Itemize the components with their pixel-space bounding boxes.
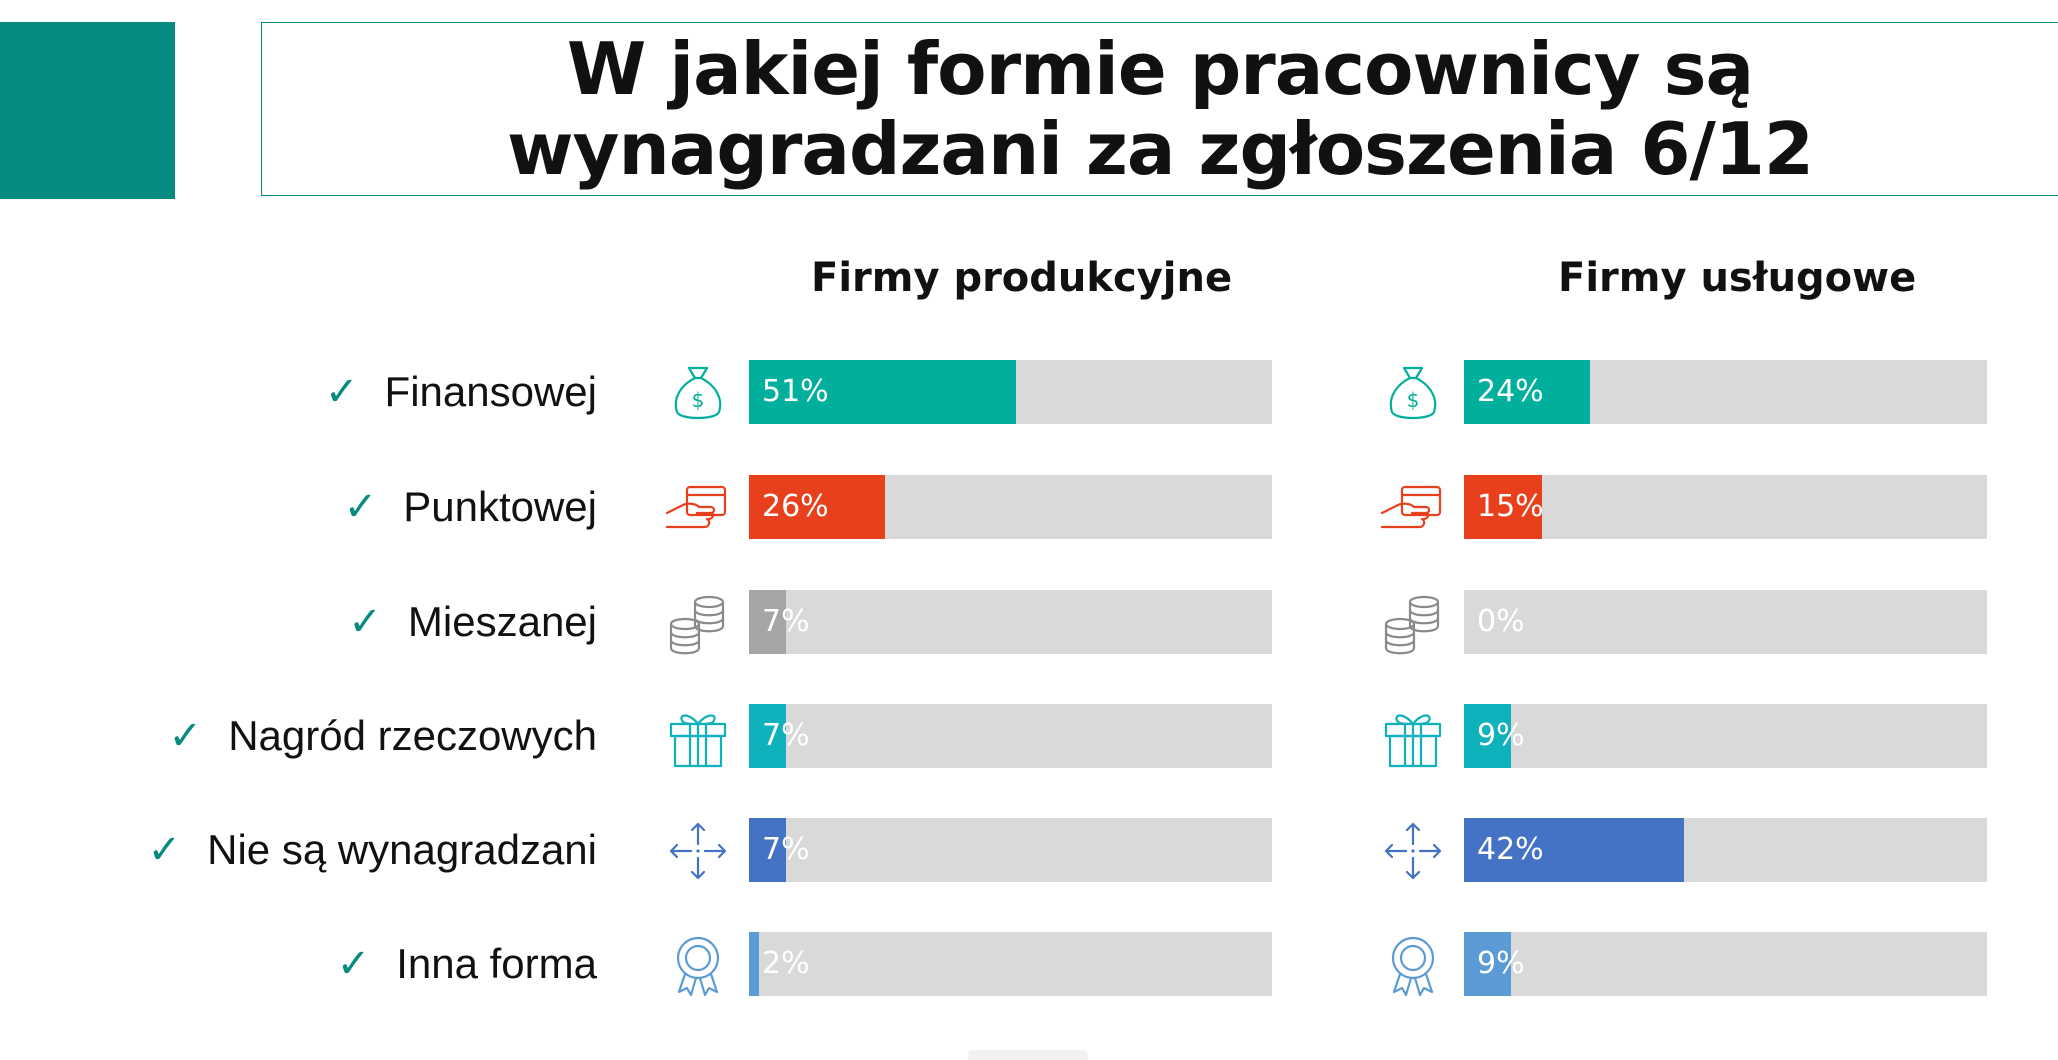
data-label: 15% <box>1477 489 1544 524</box>
data-label: 9% <box>1477 718 1525 753</box>
category-text: Punktowej <box>403 483 597 530</box>
bar-track: 26% <box>749 475 1272 539</box>
checkmark-icon: ✓ <box>325 369 359 415</box>
checkmark-icon: ✓ <box>147 827 182 873</box>
bar-track: 7% <box>749 818 1272 882</box>
checkmark-icon: ✓ <box>348 599 382 645</box>
arrows-icon <box>665 818 731 884</box>
bar-track: 42% <box>1464 818 1987 882</box>
bar <box>1464 932 1511 996</box>
award-ribbon-icon <box>1380 932 1446 998</box>
bar-track: 0% <box>1464 590 1987 654</box>
bar <box>749 475 885 539</box>
title-line-2: wynagradzani za zgłoszenia 6/12 <box>507 107 1814 191</box>
category-text: Nie są wynagradzani <box>207 826 597 873</box>
svg-text:$: $ <box>1407 388 1420 412</box>
bar-track: 15% <box>1464 475 1987 539</box>
data-label: 9% <box>1477 946 1525 981</box>
data-label: 24% <box>1477 374 1544 409</box>
card-in-hand-icon <box>665 475 731 541</box>
bar-track: 2% <box>749 932 1272 996</box>
checkmark-icon: ✓ <box>168 713 203 759</box>
data-label: 7% <box>762 604 810 639</box>
bar <box>749 932 759 996</box>
svg-text:$: $ <box>692 388 705 412</box>
category-label: ✓ Inna forma <box>337 932 597 996</box>
series-heading-1: Firmy usługowe <box>1558 255 1917 301</box>
bar <box>1464 475 1542 539</box>
money-bag-icon: $ <box>1380 360 1446 426</box>
card-in-hand-icon <box>1380 475 1446 541</box>
category-text: Inna forma <box>396 940 597 987</box>
title-line-1: W jakiej formie pracownicy są <box>566 27 1754 111</box>
bar <box>749 704 786 768</box>
coins-stack-icon <box>665 590 731 656</box>
category-text: Nagród rzeczowych <box>228 712 597 759</box>
bar-track: 51% <box>749 360 1272 424</box>
bar <box>749 360 1016 424</box>
category-label: ✓ Finansowej <box>325 360 597 424</box>
bar-track: 7% <box>749 590 1272 654</box>
data-label: 7% <box>762 718 810 753</box>
money-bag-icon: $ <box>665 360 731 426</box>
series-heading-0: Firmy produkcyjne <box>811 255 1233 301</box>
data-label: 26% <box>762 489 829 524</box>
award-ribbon-icon <box>665 932 731 998</box>
category-text: Mieszanej <box>407 598 597 645</box>
arrows-icon <box>1380 818 1446 884</box>
category-label: ✓ Nagród rzeczowych <box>169 704 597 768</box>
category-label: ✓ Nie są wynagradzani <box>148 818 597 882</box>
bar <box>1464 704 1511 768</box>
data-label: 0% <box>1477 604 1525 639</box>
category-label: ✓ Mieszanej <box>348 590 597 654</box>
accent-block <box>0 22 175 199</box>
page-title: W jakiej formie pracownicy są wynagradza… <box>507 27 1814 191</box>
checkmark-icon: ✓ <box>343 484 378 530</box>
category-label: ✓ Punktowej <box>344 475 597 539</box>
bar <box>1464 818 1684 882</box>
bar-track: 7% <box>749 704 1272 768</box>
bottom-tab <box>968 1050 1088 1060</box>
checkmark-icon: ✓ <box>336 941 371 987</box>
bar-track: 9% <box>1464 932 1987 996</box>
data-label: 42% <box>1477 832 1544 867</box>
data-label: 7% <box>762 832 810 867</box>
title-box: W jakiej formie pracownicy są wynagradza… <box>261 22 2058 196</box>
data-label: 2% <box>762 946 810 981</box>
bar <box>749 818 786 882</box>
bar-track: 9% <box>1464 704 1987 768</box>
gift-icon <box>1380 704 1446 770</box>
gift-icon <box>665 704 731 770</box>
category-text: Finansowej <box>384 368 597 415</box>
bar <box>1464 360 1590 424</box>
data-label: 51% <box>762 374 829 409</box>
bar <box>749 590 786 654</box>
coins-stack-icon <box>1380 590 1446 656</box>
bar-track: 24% <box>1464 360 1987 424</box>
